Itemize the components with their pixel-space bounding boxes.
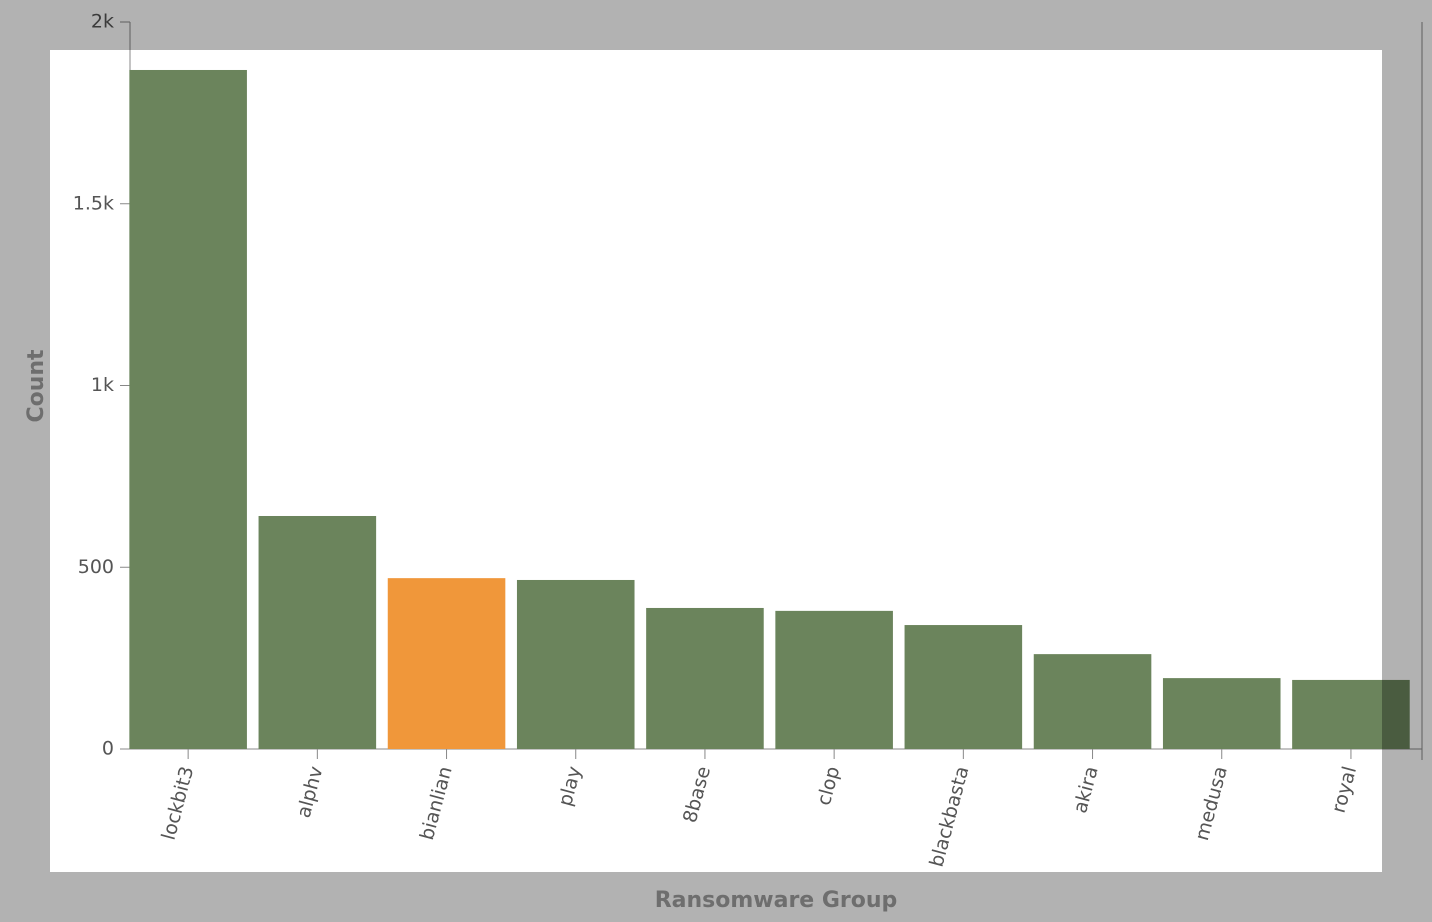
bar xyxy=(1162,678,1281,749)
x-tick-label: 8base xyxy=(679,764,715,825)
y-tick-label: 2k xyxy=(91,11,114,33)
x-tick-label: bianlian xyxy=(416,764,457,842)
x-tick-label: akira xyxy=(1069,764,1103,815)
bar xyxy=(516,579,635,749)
bar xyxy=(1292,679,1410,749)
y-tick-label: 500 xyxy=(78,556,114,578)
x-tick-label: lockbit3 xyxy=(158,764,199,842)
backdrop xyxy=(0,872,1432,922)
x-axis-title: Ransomware Group xyxy=(655,888,898,913)
y-tick-label: 1k xyxy=(91,374,114,396)
x-tick-label: alphv xyxy=(293,764,328,820)
x-tick-label: medusa xyxy=(1191,764,1232,843)
x-tick-label: play xyxy=(554,764,586,809)
bar xyxy=(904,625,1023,749)
bar xyxy=(387,578,506,749)
bar xyxy=(1033,654,1152,749)
backdrop xyxy=(0,0,1432,50)
bar xyxy=(129,69,247,750)
bar xyxy=(258,515,377,749)
backdrop xyxy=(0,50,50,872)
backdrop xyxy=(1382,50,1432,872)
x-tick-label: royal xyxy=(1328,764,1361,815)
y-axis-title: Count xyxy=(24,349,49,423)
y-tick-label: 1.5k xyxy=(73,192,114,214)
bar xyxy=(775,610,893,749)
bar xyxy=(646,607,764,749)
y-tick-label: 0 xyxy=(102,738,114,760)
x-tick-label: clop xyxy=(813,764,844,808)
x-tick-label: blackbasta xyxy=(926,764,974,869)
